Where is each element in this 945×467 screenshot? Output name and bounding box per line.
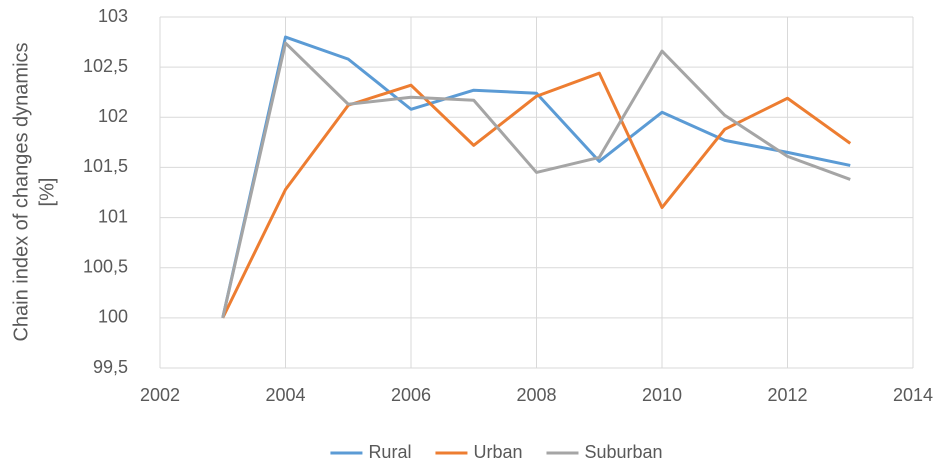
legend: Rural Urban Suburban (330, 442, 663, 462)
y-axis-label: Chain index of changes dynamics (10, 42, 32, 341)
y-tick-label: 102,5 (83, 56, 128, 76)
y-tick-label: 101,5 (83, 156, 128, 176)
legend-label: Urban (473, 442, 522, 462)
line-series (221, 71, 852, 319)
x-tick-label: 2012 (767, 385, 807, 405)
y-axis-label-group: Chain index of changes dynamics [%] (10, 42, 58, 341)
x-tick-label: 2006 (391, 385, 431, 405)
y-tick-label: 100 (98, 307, 128, 327)
line-series (221, 35, 851, 319)
x-tick-label: 2008 (516, 385, 556, 405)
x-tick-label: 2002 (140, 385, 180, 405)
x-tick-label: 2014 (893, 385, 933, 405)
x-tick-label: 2010 (642, 385, 682, 405)
y-tick-label: 100,5 (83, 256, 128, 276)
y-tick-label: 99,5 (93, 357, 128, 377)
legend-label: Suburban (584, 442, 662, 462)
y-tick-label: 102 (98, 106, 128, 126)
y-tick-label: 103 (98, 6, 128, 26)
y-axis-label: [%] (36, 178, 58, 207)
line-series (221, 41, 851, 319)
y-tick-label: 101 (98, 206, 128, 226)
legend-label: Rural (368, 442, 411, 462)
x-tick-label: 2004 (265, 385, 305, 405)
